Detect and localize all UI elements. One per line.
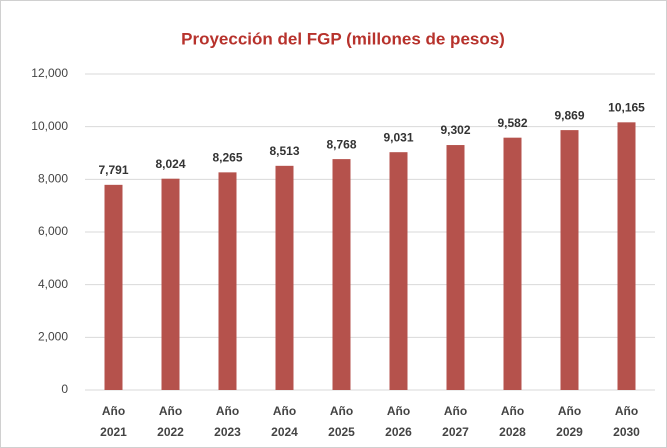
y-tick-label: 8,000 (38, 172, 68, 186)
x-tick-label: Año 2024 (271, 404, 298, 439)
x-tick-label: Año 2025 (328, 404, 355, 439)
y-tick-label: 10,000 (31, 119, 68, 133)
value-label: 8,265 (212, 151, 242, 165)
x-tick-label: Año 2027 (442, 404, 469, 439)
x-tick-label: Año 2021 (100, 404, 127, 439)
bar (560, 130, 579, 390)
x-tick-label: Año 2023 (214, 404, 241, 439)
y-tick-label: 0 (61, 382, 68, 396)
value-label: 7,791 (98, 163, 128, 177)
bar (275, 165, 294, 390)
bar (332, 159, 351, 390)
bar (617, 122, 636, 391)
value-label: 10,165 (608, 100, 645, 114)
value-label: 9,582 (497, 116, 527, 130)
y-tick-label: 2,000 (38, 330, 68, 344)
x-tick-label: Año 2022 (157, 404, 184, 439)
bar (503, 137, 522, 390)
x-tick-label: Año 2030 (613, 404, 640, 439)
chart-title: Proyección del FGP (millones de pesos) (181, 29, 505, 48)
y-tick-label: 12,000 (31, 66, 68, 80)
value-label: 8,513 (269, 144, 299, 158)
bar (218, 172, 237, 390)
bar (446, 145, 465, 390)
value-label: 9,031 (383, 130, 413, 144)
x-tick-label: Año 2029 (556, 404, 583, 439)
y-tick-label: 4,000 (38, 277, 68, 291)
bar (104, 184, 123, 390)
y-tick-label: 6,000 (38, 224, 68, 238)
value-label: 8,768 (326, 137, 356, 151)
bar (389, 152, 408, 390)
value-label: 9,302 (440, 123, 470, 137)
bar (161, 178, 180, 390)
x-tick-label: Año 2028 (499, 404, 526, 439)
value-label: 8,024 (155, 157, 185, 171)
value-label: 9,869 (554, 108, 584, 122)
x-tick-label: Año 2026 (385, 404, 412, 439)
